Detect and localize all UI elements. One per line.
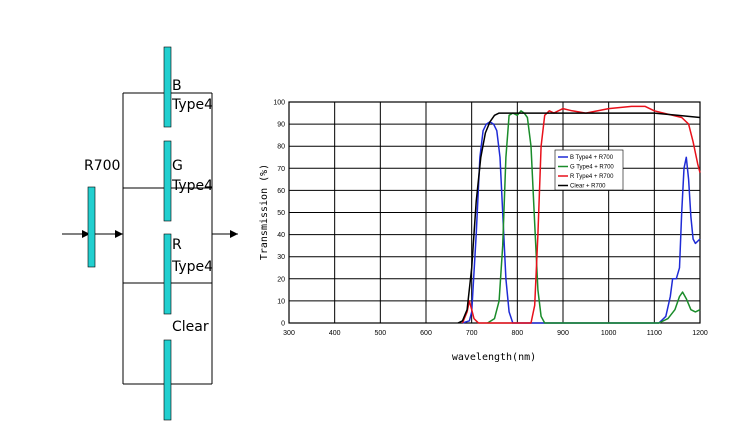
- g-type4-filter: [163, 140, 172, 222]
- x-tick-label: 600: [420, 330, 432, 337]
- y-tick-labels: 0 10 20 30 40 50 60 70 80 90 100: [273, 100, 285, 328]
- x-tick-label: 300: [283, 330, 295, 337]
- transmission-chart: 300 400 500 600 700 800 900 1000 1100 1200 0 10 20 3…: [259, 100, 708, 364]
- series-line: [461, 105, 701, 324]
- x-tick-label: 700: [466, 330, 478, 337]
- x-tick-label: 1000: [601, 330, 617, 337]
- legend-label: R Type4 + R700: [570, 174, 614, 180]
- legend-label: G Type4 + R700: [570, 165, 614, 171]
- clear-filter-label: Clear: [172, 319, 209, 335]
- g-filter-label: G: [172, 158, 183, 174]
- y-tick-label: 20: [277, 276, 285, 283]
- x-tick-label: 400: [329, 330, 341, 337]
- y-tick-label: 50: [277, 210, 285, 217]
- input-arrowhead: [82, 230, 90, 238]
- y-tick-label: 90: [277, 122, 285, 129]
- mid-arrowhead: [115, 230, 123, 238]
- x-tick-label: 1200: [692, 330, 708, 337]
- g-filter-type-label: Type4: [171, 178, 213, 194]
- y-tick-label: 100: [273, 100, 285, 107]
- b-type4-filter: [163, 46, 172, 128]
- r-type4-filter: [163, 233, 172, 315]
- r-filter-label: R: [172, 237, 182, 253]
- r700-filter: [87, 186, 96, 268]
- x-tick-labels: 300 400 500 600 700 800 900 1000 1100 1200: [283, 330, 708, 337]
- r-filter-type-label: Type4: [171, 259, 213, 275]
- y-tick-label: 0: [281, 321, 285, 328]
- y-tick-label: 80: [277, 144, 285, 151]
- series-line: [487, 110, 701, 324]
- y-tick-label: 30: [277, 254, 285, 261]
- y-tick-label: 40: [277, 232, 285, 239]
- filter-diagram: R700 B Type4 G Type4 R Type4 Clear: [62, 46, 238, 421]
- x-tick-label: 1100: [647, 330, 662, 337]
- y-tick-label: 60: [277, 188, 285, 195]
- legend-label: B Type4 + R700: [570, 155, 614, 161]
- legend-label: Clear + R700: [570, 184, 606, 190]
- x-axis-label: wavelength(nm): [452, 352, 536, 363]
- y-tick-label: 10: [277, 298, 285, 305]
- x-tick-label: 900: [557, 330, 569, 337]
- series-lines: [457, 105, 701, 324]
- y-axis-label: Transmission (%): [259, 164, 270, 260]
- y-tick-label: 70: [277, 166, 285, 173]
- legend: B Type4 + R700 G Type4 + R700 R Type4 + R7…: [554, 149, 624, 191]
- b-filter-label: B: [172, 78, 182, 94]
- series-line: [457, 112, 701, 324]
- output-arrowhead: [230, 230, 238, 238]
- r700-label: R700: [84, 158, 120, 174]
- x-tick-label: 800: [511, 330, 523, 337]
- x-tick-label: 500: [374, 330, 386, 337]
- clear-filter: [163, 339, 172, 421]
- b-filter-type-label: Type4: [171, 97, 213, 113]
- chart-grid: [288, 101, 701, 324]
